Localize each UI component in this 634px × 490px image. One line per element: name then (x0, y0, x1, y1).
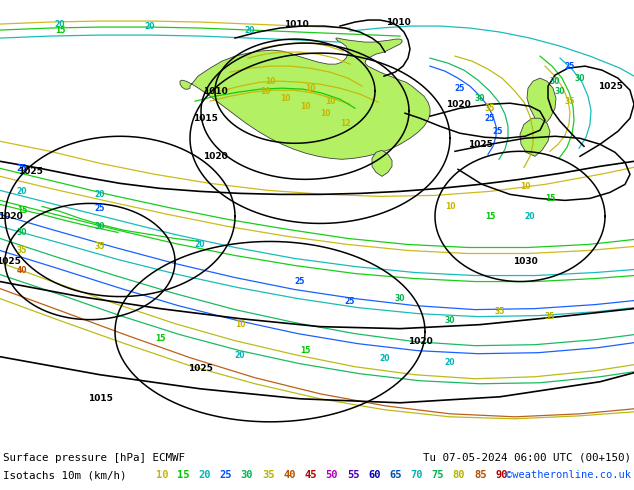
Polygon shape (180, 38, 430, 159)
Text: 15: 15 (485, 212, 495, 221)
Text: 20: 20 (94, 190, 105, 199)
Text: 30: 30 (444, 316, 455, 325)
Text: 1020: 1020 (203, 152, 228, 161)
Text: 30: 30 (94, 222, 105, 231)
Text: 10: 10 (325, 97, 335, 106)
Text: 80: 80 (453, 470, 465, 480)
Text: 20: 20 (444, 358, 455, 367)
Text: 25: 25 (219, 470, 232, 480)
Text: 30: 30 (241, 470, 254, 480)
Text: 65: 65 (389, 470, 402, 480)
Polygon shape (527, 78, 556, 126)
Text: 35: 35 (495, 307, 505, 316)
Text: 1015: 1015 (87, 394, 112, 403)
Text: Tu 07-05-2024 06:00 UTC (00+150): Tu 07-05-2024 06:00 UTC (00+150) (423, 453, 631, 463)
Text: 35: 35 (565, 97, 575, 106)
Text: 1025: 1025 (18, 167, 42, 176)
Text: 10: 10 (444, 202, 455, 211)
Text: 25: 25 (95, 204, 105, 213)
Text: 20: 20 (16, 187, 27, 196)
Text: 40: 40 (283, 470, 295, 480)
Text: 10: 10 (156, 470, 169, 480)
Text: 15: 15 (545, 194, 555, 203)
Text: 1025: 1025 (188, 364, 212, 373)
Text: 30: 30 (475, 94, 485, 103)
Text: 35: 35 (17, 246, 27, 255)
Text: 15: 15 (177, 470, 190, 480)
Text: 25: 25 (345, 297, 355, 306)
Text: 15: 15 (155, 334, 165, 343)
Text: 1020: 1020 (446, 99, 470, 109)
Text: 1010: 1010 (283, 20, 308, 28)
Text: 35: 35 (262, 470, 275, 480)
Text: 20: 20 (235, 351, 245, 360)
Text: 1020: 1020 (408, 337, 432, 346)
Text: 10: 10 (235, 320, 245, 329)
Text: 40: 40 (16, 266, 27, 275)
Text: 20: 20 (145, 22, 155, 30)
Text: 1025: 1025 (0, 257, 20, 266)
Text: 1010: 1010 (385, 18, 410, 26)
Text: 10: 10 (260, 87, 270, 96)
Text: 12: 12 (340, 119, 350, 128)
Text: 1015: 1015 (193, 114, 217, 122)
Text: 15: 15 (17, 206, 27, 215)
Text: 1025: 1025 (598, 82, 623, 91)
Text: 1025: 1025 (467, 140, 493, 149)
Text: 25: 25 (295, 277, 305, 286)
Text: 25: 25 (565, 62, 575, 71)
Polygon shape (372, 150, 392, 176)
Text: ©weatheronline.co.uk: ©weatheronline.co.uk (506, 470, 631, 480)
Text: 10: 10 (305, 84, 315, 93)
Text: 20: 20 (525, 212, 535, 221)
Text: 75: 75 (432, 470, 444, 480)
Text: 85: 85 (474, 470, 486, 480)
Text: 20: 20 (198, 470, 211, 480)
Text: 35: 35 (485, 104, 495, 113)
Text: 20: 20 (55, 20, 65, 28)
Text: 15: 15 (55, 25, 65, 35)
Text: 50: 50 (326, 470, 338, 480)
Text: 10: 10 (265, 76, 275, 86)
Text: 25: 25 (17, 164, 27, 173)
Text: 10: 10 (300, 102, 310, 111)
Text: 15: 15 (300, 346, 310, 355)
Text: Isotachs 10m (km/h): Isotachs 10m (km/h) (3, 470, 127, 480)
Text: 1010: 1010 (203, 87, 228, 96)
Text: 20: 20 (380, 354, 391, 363)
Text: 25: 25 (455, 84, 465, 93)
Text: 55: 55 (347, 470, 359, 480)
Text: 90: 90 (495, 470, 508, 480)
Text: 10: 10 (320, 109, 330, 118)
Text: 20: 20 (245, 25, 256, 35)
Text: 30: 30 (550, 76, 560, 86)
Text: Surface pressure [hPa] ECMWF: Surface pressure [hPa] ECMWF (3, 453, 185, 463)
Text: 30: 30 (555, 87, 566, 96)
Text: 60: 60 (368, 470, 380, 480)
Text: 45: 45 (304, 470, 317, 480)
Text: 35: 35 (545, 312, 555, 321)
Polygon shape (520, 118, 550, 156)
Text: 1030: 1030 (513, 257, 538, 266)
Text: 20: 20 (195, 240, 205, 249)
Text: 30: 30 (16, 228, 27, 237)
Text: 25: 25 (485, 114, 495, 122)
Text: 25: 25 (493, 127, 503, 136)
Text: 1020: 1020 (0, 212, 22, 221)
Text: 35: 35 (95, 242, 105, 251)
Text: 30: 30 (575, 74, 585, 83)
Text: 10: 10 (520, 182, 530, 191)
Text: 70: 70 (410, 470, 423, 480)
Text: 10: 10 (280, 94, 290, 103)
Text: 30: 30 (395, 294, 405, 303)
